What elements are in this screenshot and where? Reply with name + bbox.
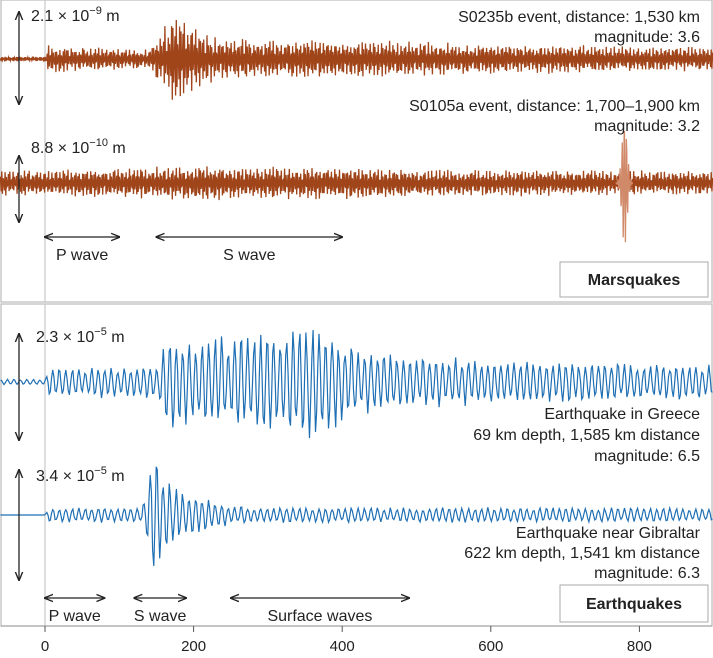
earthquakes-label-box: [559, 584, 709, 623]
phase-label-1-2: Surface waves: [267, 608, 372, 625]
trace-s0105a: [0, 166, 713, 201]
x-tick-label-400: 400: [330, 638, 355, 655]
x-tick-label-200: 200: [181, 638, 206, 655]
magnitude-label-greece: magnitude: 6.5: [594, 448, 700, 465]
scale-label-greece: 2.3 × 10−5 m: [36, 326, 125, 346]
earthquakes-label: Earthquakes: [586, 596, 682, 613]
event-label-greece: Earthquake in Greece: [544, 406, 700, 423]
scale-label-gibraltar: 3.4 × 10−5 m: [36, 465, 125, 485]
x-axis: 0 200 400 600 800: [1, 625, 712, 655]
marsquakes-panel-frame: [0, 0, 713, 303]
phase-label-1-1: S wave: [134, 608, 187, 625]
trace-gibraltar: [0, 466, 713, 567]
magnitude-label-gibraltar: magnitude: 6.3: [594, 565, 700, 582]
scale-label-s0105a: 8.8 × 10−10 m: [31, 137, 126, 157]
depth-label-greece: 69 km depth, 1,585 km distance: [473, 427, 700, 444]
depth-label-gibraltar: 622 km depth, 1,541 km distance: [464, 545, 700, 562]
traces-layer: [0, 19, 713, 567]
magnitude-label-s0105a: magnitude: 3.2: [594, 118, 700, 135]
x-tick-label-800: 800: [627, 638, 652, 655]
magnitude-label-s0235b: magnitude: 3.6: [594, 29, 700, 46]
phase-label-0-0: P wave: [56, 247, 108, 264]
spike-s0105a: [615, 131, 634, 243]
x-tick-label-600: 600: [478, 638, 503, 655]
marsquakes-label-box: [559, 261, 709, 298]
phase-label-0-1: S wave: [223, 247, 276, 264]
x-tick-label-0: 0: [41, 638, 49, 655]
marsquakes-label: Marsquakes: [588, 272, 681, 289]
event-label-s0235b: S0235b event, distance: 1,530 km: [458, 9, 700, 26]
scale-label-s0235b: 2.1 × 10−9 m: [31, 5, 120, 25]
trace-greece: [0, 329, 713, 439]
event-label-s0105a: S0105a event, distance: 1,700–1,900 km: [409, 98, 700, 115]
event-label-gibraltar: Earthquake near Gibraltar: [516, 525, 701, 542]
trace-s0235b: [0, 19, 713, 100]
phase-label-1-0: P wave: [49, 608, 101, 625]
phase-markers: P wave S wave P wave S wave Surface waves: [45, 237, 409, 625]
